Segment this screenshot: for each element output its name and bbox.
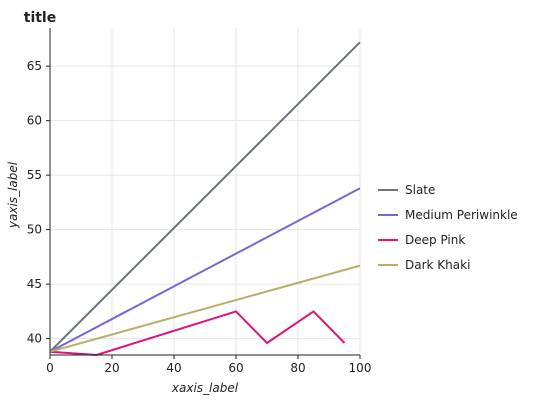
series-line-dark-khaki (49, 264, 361, 353)
legend-label-slate: Slate (405, 183, 435, 197)
series-line-slate (49, 41, 361, 353)
x-tick-label: 40 (166, 361, 181, 375)
legend-label-deep-pink: Deep Pink (405, 233, 465, 247)
axes: 0 20 40 60 80 100 40 45 50 55 60 65 (27, 28, 372, 375)
series-line-deep-pink (49, 310, 346, 356)
x-tick-label: 0 (46, 361, 54, 375)
legend: Slate Medium Periwinkle Deep Pink Dark Khak… (378, 183, 518, 272)
y-tick-label: 65 (27, 59, 42, 73)
y-tick-label: 50 (27, 223, 42, 237)
y-tick-label: 60 (27, 114, 42, 128)
series-line-medium-periwinkle (49, 187, 361, 353)
y-axis-title: yaxis_label (6, 161, 20, 229)
grid (49, 28, 361, 355)
x-tick-label: 80 (290, 361, 305, 375)
series-lines (49, 41, 361, 356)
x-tick-label: 60 (228, 361, 243, 375)
legend-label-medium-periwinkle: Medium Periwinkle (405, 208, 518, 222)
legend-label-dark-khaki: Dark Khaki (405, 258, 470, 272)
y-tick-label: 40 (27, 332, 42, 346)
x-tick-label: 100 (349, 361, 372, 375)
chart-title: title (24, 10, 56, 26)
x-axis-title: xaxis_label (171, 381, 239, 395)
x-tick-label: 20 (104, 361, 119, 375)
y-tick-label: 55 (27, 168, 42, 182)
y-tick-label: 45 (27, 277, 42, 291)
